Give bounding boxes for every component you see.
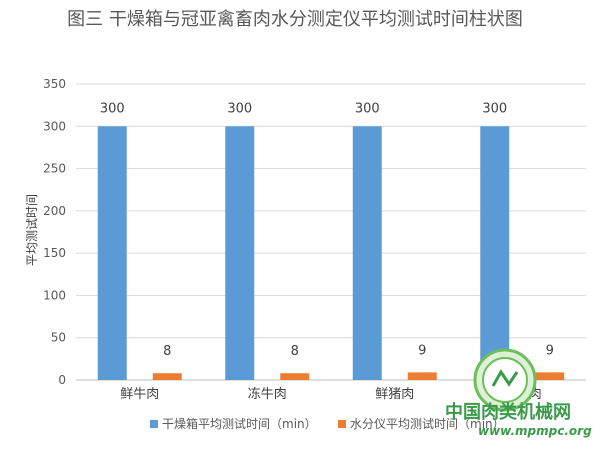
y-tick-label: 250 <box>43 162 66 176</box>
data-labels: 300 8 300 8 300 9 300 9 <box>100 101 554 359</box>
y-tick-label: 50 <box>51 331 66 345</box>
watermark-url: www.mpmpc.org <box>478 424 592 438</box>
y-tick-label: 300 <box>43 119 66 133</box>
legend-swatch <box>338 420 346 428</box>
y-tick-label: 150 <box>43 246 66 260</box>
category-label: 鲜猪肉 <box>375 387 414 402</box>
y-tick-label: 0 <box>58 373 66 387</box>
data-label: 8 <box>163 344 171 359</box>
data-label: 300 <box>227 101 252 116</box>
bar <box>280 373 310 380</box>
legend: 干燥箱平均测试时间（min） 水分仪平均测试时间（min） <box>150 416 505 431</box>
bars <box>97 126 565 381</box>
y-axis-title: 平均测试时间 <box>24 194 39 266</box>
watermark-logo-icon <box>473 348 537 412</box>
bar <box>407 372 437 380</box>
bar <box>535 372 565 380</box>
watermark: 中国肉类机械网 www.mpmpc.org <box>445 348 592 438</box>
y-tick-label: 100 <box>43 288 66 302</box>
chart-title: 图三 干燥箱与冠亚禽畜肉水分测定仪平均测试时间柱状图 <box>67 9 523 30</box>
y-tick-label: 350 <box>43 77 66 91</box>
data-label: 300 <box>482 101 507 116</box>
legend-label: 水分仪平均测试时间（min） <box>350 416 505 431</box>
data-label: 9 <box>546 343 554 358</box>
legend-label: 干燥箱平均测试时间（min） <box>162 416 317 431</box>
data-label: 8 <box>291 344 299 359</box>
legend-swatch <box>150 420 158 428</box>
y-tick-label: 200 <box>43 204 66 218</box>
data-label: 300 <box>355 101 380 116</box>
category-label: 冻牛肉 <box>248 386 287 402</box>
bar <box>352 126 382 381</box>
bar <box>225 126 255 381</box>
bar <box>97 126 127 381</box>
y-axis-ticks: 0 50 100 150 200 250 300 350 <box>43 77 66 387</box>
grid-lines <box>76 83 586 381</box>
bar <box>480 126 510 381</box>
watermark-site-name: 中国肉类机械网 <box>445 401 571 423</box>
bar <box>152 373 182 380</box>
data-label: 300 <box>100 101 125 116</box>
category-label: 鲜牛肉 <box>120 387 159 402</box>
data-label: 9 <box>418 343 426 358</box>
